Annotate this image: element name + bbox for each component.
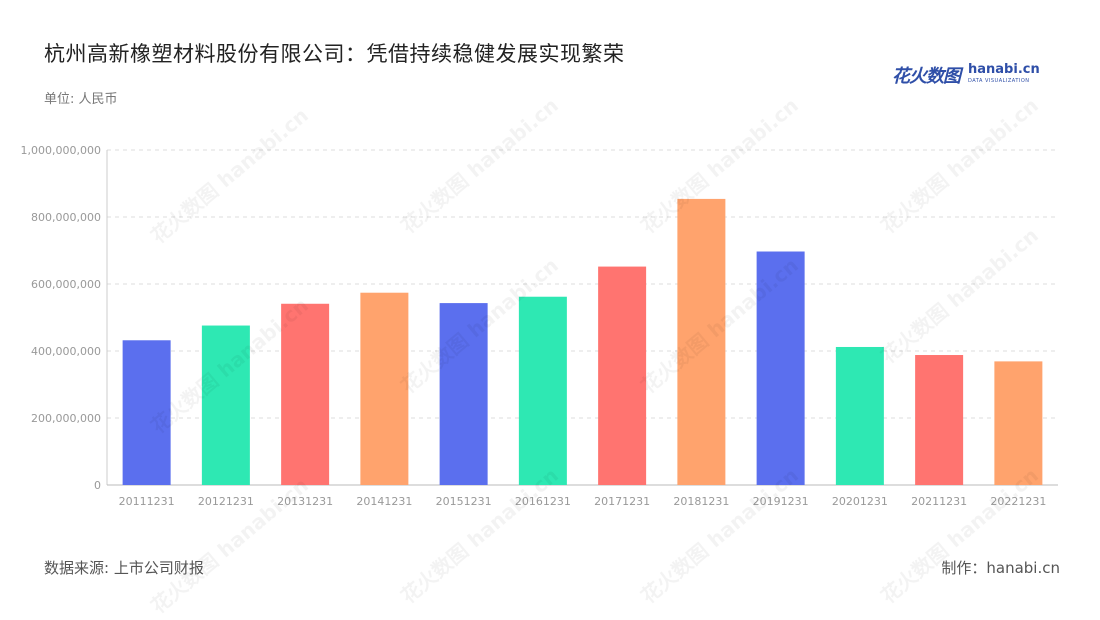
bar — [518, 296, 567, 485]
x-tick-label: 20131231 — [277, 495, 333, 508]
y-tick-label: 1,000,000,000 — [21, 144, 101, 157]
x-tick-label: 20111231 — [119, 495, 175, 508]
bar — [598, 266, 647, 485]
bar — [994, 361, 1043, 485]
x-tick-label: 20121231 — [198, 495, 254, 508]
unit-label: 单位: 人民币 — [44, 92, 118, 107]
x-tick-label: 20151231 — [436, 495, 492, 508]
bar — [360, 292, 409, 485]
bar — [756, 251, 805, 485]
x-tick-label: 20211231 — [911, 495, 967, 508]
y-tick-label: 200,000,000 — [31, 412, 101, 425]
bar — [201, 325, 250, 485]
y-tick-label: 400,000,000 — [31, 345, 101, 358]
logo-text-zh: 花火数图 — [892, 66, 961, 87]
bar — [122, 340, 171, 485]
bar — [439, 303, 488, 485]
logo-subtext: DATA VISUALIZATION — [968, 78, 1030, 84]
x-tick-label: 20181231 — [673, 495, 729, 508]
data-source: 数据来源: 上市公司财报 — [44, 559, 204, 577]
y-tick-label: 0 — [94, 479, 101, 492]
x-tick-label: 20201231 — [832, 495, 888, 508]
x-tick-label: 20171231 — [594, 495, 650, 508]
chart-title: 杭州高新橡塑材料股份有限公司：凭借持续稳健发展实现繁荣 — [44, 42, 625, 66]
x-tick-label: 20141231 — [356, 495, 412, 508]
x-tick-label: 20221231 — [990, 495, 1046, 508]
x-tick-label: 20161231 — [515, 495, 571, 508]
credit-label: 制作：hanabi.cn — [941, 559, 1060, 577]
bar — [835, 346, 884, 485]
bar — [281, 303, 330, 485]
logo-text-en: hanabi.cn — [968, 62, 1040, 77]
brand-logo: 花火数图 hanabi.cn DATA VISUALIZATION — [892, 60, 1042, 88]
bar — [677, 198, 726, 485]
x-tick-label: 20191231 — [753, 495, 809, 508]
y-tick-label: 800,000,000 — [31, 211, 101, 224]
y-tick-label: 600,000,000 — [31, 278, 101, 291]
bar — [915, 355, 964, 485]
